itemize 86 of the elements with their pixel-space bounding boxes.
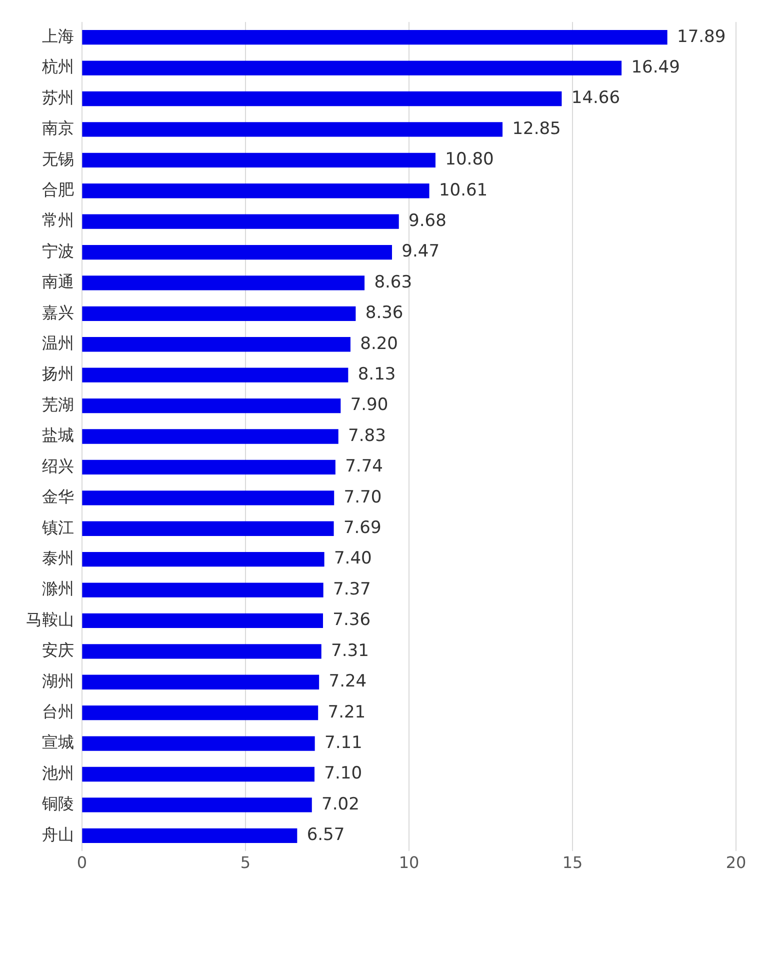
y-tick-label: 湖州	[42, 671, 74, 690]
data-label: 7.02	[322, 794, 360, 814]
data-label: 10.61	[438, 180, 488, 200]
data-label: 17.89	[677, 26, 726, 47]
bar	[82, 644, 322, 659]
bar	[82, 674, 320, 690]
bar	[82, 798, 312, 812]
data-label: 6.57	[306, 825, 345, 846]
data-label: 7.36	[332, 610, 371, 630]
y-tick-label: 温州	[42, 334, 74, 353]
y-tick-label: 上海	[42, 26, 74, 46]
data-label: 7.24	[328, 672, 367, 692]
x-tick-label: 5	[240, 852, 251, 872]
data-label: 7.37	[333, 579, 371, 600]
y-tick-label: 常州	[42, 210, 74, 230]
bar	[82, 828, 298, 843]
bar	[82, 582, 324, 598]
bar	[82, 490, 334, 506]
data-label: 8.63	[374, 272, 412, 292]
data-label: 7.83	[348, 426, 386, 446]
data-label: 10.80	[445, 150, 494, 170]
bar	[82, 368, 348, 382]
data-label: 7.70	[344, 487, 382, 508]
y-tick-label: 安庆	[42, 640, 74, 660]
data-label: 7.90	[350, 395, 388, 416]
y-tick-label: 杭州	[41, 57, 74, 76]
y-tick-label: 滁州	[42, 579, 74, 598]
data-label: 7.31	[331, 640, 369, 661]
bar	[82, 91, 562, 106]
bar	[82, 244, 392, 260]
y-tick-label: 绍兴	[42, 456, 74, 476]
y-tick-label: 嘉兴	[42, 302, 74, 322]
y-tick-label: 铜陵	[41, 794, 74, 814]
bar	[82, 30, 668, 45]
y-tick-label: 扬州	[42, 364, 74, 384]
data-label: 9.68	[408, 210, 446, 231]
data-label: 9.47	[402, 242, 440, 262]
y-tick-label: 舟山	[42, 824, 74, 844]
bar	[82, 276, 365, 290]
y-tick-label: 镇江	[41, 518, 74, 537]
y-tick-label: 芜湖	[42, 394, 74, 414]
bar	[82, 398, 341, 414]
y-tick-label: 宁波	[42, 241, 74, 260]
bar	[82, 706, 318, 720]
bar	[82, 214, 399, 229]
y-tick-label: 无锡	[42, 149, 74, 168]
y-tick-label: 南京	[42, 118, 74, 138]
data-label: 8.36	[365, 303, 404, 324]
data-label: 8.20	[360, 334, 398, 354]
bar	[82, 736, 315, 751]
y-tick-label: 金华	[42, 487, 74, 506]
y-tick-label: 苏州	[42, 88, 74, 107]
bar	[82, 337, 350, 352]
data-label: 16.49	[631, 57, 680, 78]
data-label: 7.21	[328, 702, 366, 722]
y-tick-label: 池州	[42, 763, 74, 782]
bar	[82, 766, 314, 782]
bar	[82, 184, 430, 198]
data-label: 8.13	[358, 364, 396, 385]
x-tick-label: 10	[398, 852, 420, 872]
data-label: 7.11	[324, 732, 362, 753]
y-tick-label: 台州	[42, 702, 74, 721]
data-label: 7.74	[345, 456, 383, 477]
bar	[82, 60, 622, 76]
bar	[82, 613, 323, 628]
x-tick-label: 20	[726, 852, 746, 872]
bar	[82, 152, 436, 168]
bar	[82, 552, 324, 567]
bar	[82, 521, 334, 536]
data-label: 7.10	[324, 764, 362, 784]
data-label: 7.69	[343, 518, 382, 538]
y-tick-label: 盐城	[42, 426, 74, 445]
x-tick-label: 15	[562, 852, 583, 872]
y-tick-label: 合肥	[42, 180, 74, 200]
data-label: 14.66	[571, 88, 620, 108]
bar	[82, 460, 336, 475]
x-tick-label: 0	[76, 852, 88, 872]
y-tick-label: 宣城	[42, 732, 74, 752]
y-tick-label: 泰州	[42, 548, 74, 568]
bar	[82, 122, 503, 137]
y-tick-label: 南通	[42, 272, 74, 292]
y-tick-label: 马鞍山	[26, 610, 74, 629]
data-label: 7.40	[334, 548, 372, 569]
bar	[82, 306, 356, 322]
bar	[82, 429, 338, 444]
data-label: 12.85	[512, 118, 561, 139]
